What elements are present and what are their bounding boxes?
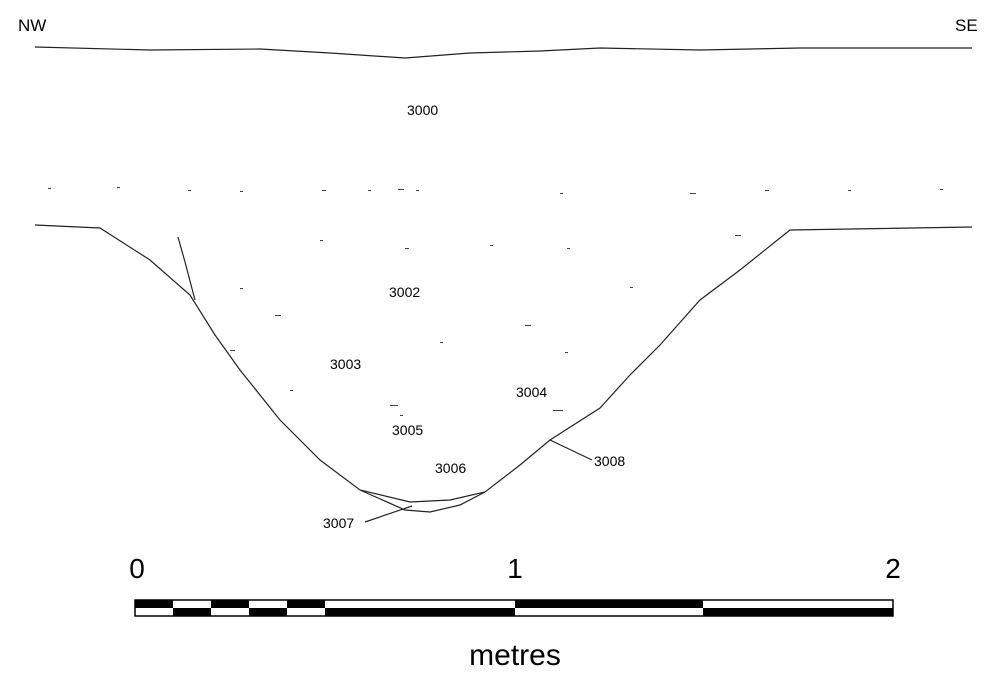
orientation-left: NW [18,16,46,35]
scale-bar [134,599,894,617]
context-label: 3005 [392,422,423,438]
scale-tick-label: 0 [129,553,145,584]
cut-profile [34,224,973,503]
lens-3007 [359,489,486,513]
stipple [48,187,943,416]
context-label: 3002 [389,284,420,300]
leader-3007 [364,505,413,523]
context-label: 3003 [330,356,361,372]
inner-cut [177,236,196,301]
context-label: 3007 [323,515,354,531]
leader-3008 [549,439,593,461]
scale-tick-label: 1 [507,553,523,584]
scale-tick-label: 2 [885,553,901,584]
scale-unit: metres [469,639,561,672]
context-label: 3000 [407,102,438,118]
ground-surface [34,46,972,59]
context-label: 3008 [594,453,625,469]
orientation-right: SE [955,16,978,35]
context-label: 3006 [435,460,466,476]
context-label: 3004 [516,384,547,400]
